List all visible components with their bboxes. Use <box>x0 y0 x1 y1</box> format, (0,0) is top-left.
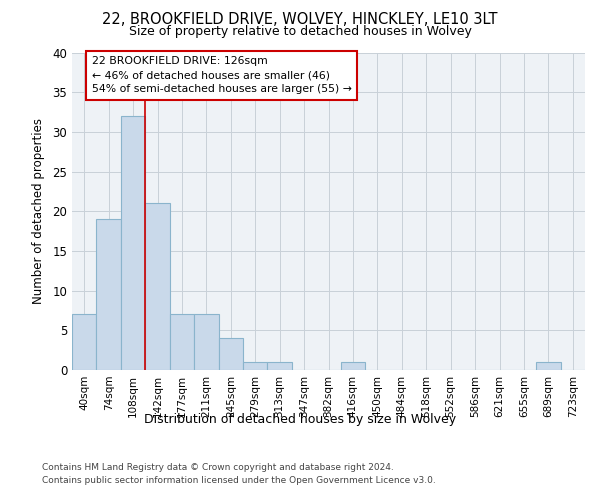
Text: Contains HM Land Registry data © Crown copyright and database right 2024.: Contains HM Land Registry data © Crown c… <box>42 462 394 471</box>
Bar <box>97 219 121 370</box>
Y-axis label: Number of detached properties: Number of detached properties <box>32 118 46 304</box>
Bar <box>72 314 97 370</box>
Text: Contains public sector information licensed under the Open Government Licence v3: Contains public sector information licen… <box>42 476 436 485</box>
Text: Size of property relative to detached houses in Wolvey: Size of property relative to detached ho… <box>128 25 472 38</box>
Bar <box>218 338 243 370</box>
Bar <box>194 314 218 370</box>
Bar <box>268 362 292 370</box>
Text: 22 BROOKFIELD DRIVE: 126sqm
← 46% of detached houses are smaller (46)
54% of sem: 22 BROOKFIELD DRIVE: 126sqm ← 46% of det… <box>92 56 352 94</box>
Bar <box>145 204 170 370</box>
Bar <box>341 362 365 370</box>
Text: Distribution of detached houses by size in Wolvey: Distribution of detached houses by size … <box>144 412 456 426</box>
Text: 22, BROOKFIELD DRIVE, WOLVEY, HINCKLEY, LE10 3LT: 22, BROOKFIELD DRIVE, WOLVEY, HINCKLEY, … <box>102 12 498 28</box>
Bar <box>536 362 560 370</box>
Bar <box>170 314 194 370</box>
Bar <box>121 116 145 370</box>
Bar <box>243 362 268 370</box>
